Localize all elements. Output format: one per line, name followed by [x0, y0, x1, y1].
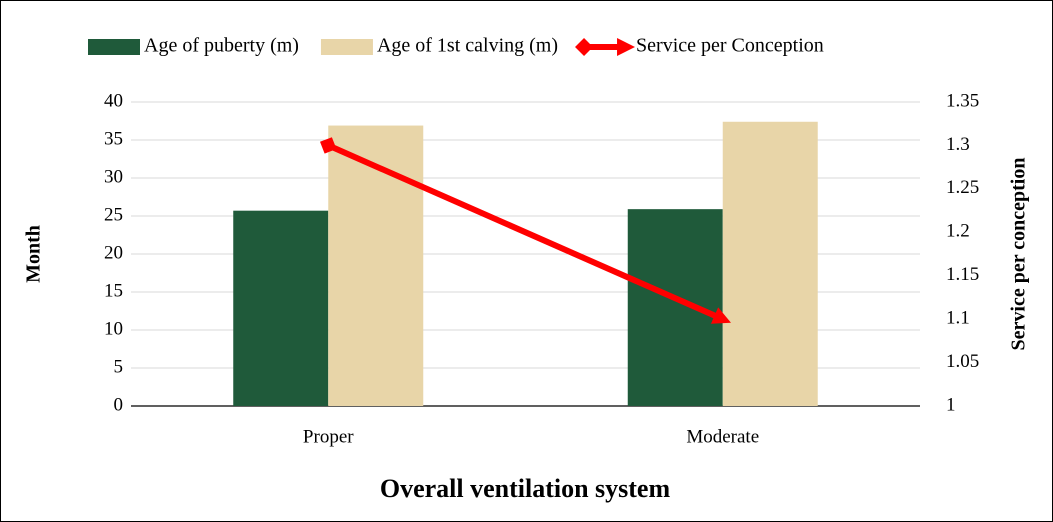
y2-tick-label: 1.15: [946, 264, 979, 285]
y-tick-label: 15: [104, 280, 123, 301]
y2-tick-label: 1.25: [946, 177, 979, 198]
y2-tick-label: 1.3: [946, 134, 970, 155]
y2-tick-label: 1: [946, 394, 956, 415]
y2-tick-label: 1.2: [946, 221, 970, 242]
y2-tick-label: 1.05: [946, 351, 979, 372]
x-tick-label: Proper: [303, 426, 354, 447]
line-series: [320, 137, 731, 324]
y-tick-label: 5: [114, 356, 124, 377]
legend-label: Age of 1st calving (m): [377, 35, 558, 57]
bar: [233, 210, 329, 406]
x-tick-label: Moderate: [686, 426, 759, 447]
legend-swatch: [88, 39, 140, 55]
y-tick-label: 35: [104, 128, 123, 149]
y-tick-label: 30: [104, 166, 123, 187]
x-axis-title: Overall ventilation system: [380, 474, 671, 503]
legend-swatch: [320, 39, 373, 55]
y-tick-label: 20: [104, 242, 123, 263]
y2-axis-title: Service per conception: [1008, 158, 1030, 351]
y-tick-label: 10: [104, 318, 123, 339]
legend-label: Age of puberty (m): [144, 35, 299, 57]
legend-label: Service per Conception: [636, 35, 824, 57]
y-tick-label: 40: [104, 90, 123, 111]
bar: [722, 121, 818, 406]
y-tick-label: 25: [104, 204, 123, 225]
y2-tick-label: 1.35: [946, 90, 979, 111]
y-tick-label: 0: [114, 394, 124, 415]
y-axis-title: Month: [23, 225, 45, 283]
bar: [627, 209, 723, 406]
y2-tick-label: 1.1: [946, 308, 970, 329]
